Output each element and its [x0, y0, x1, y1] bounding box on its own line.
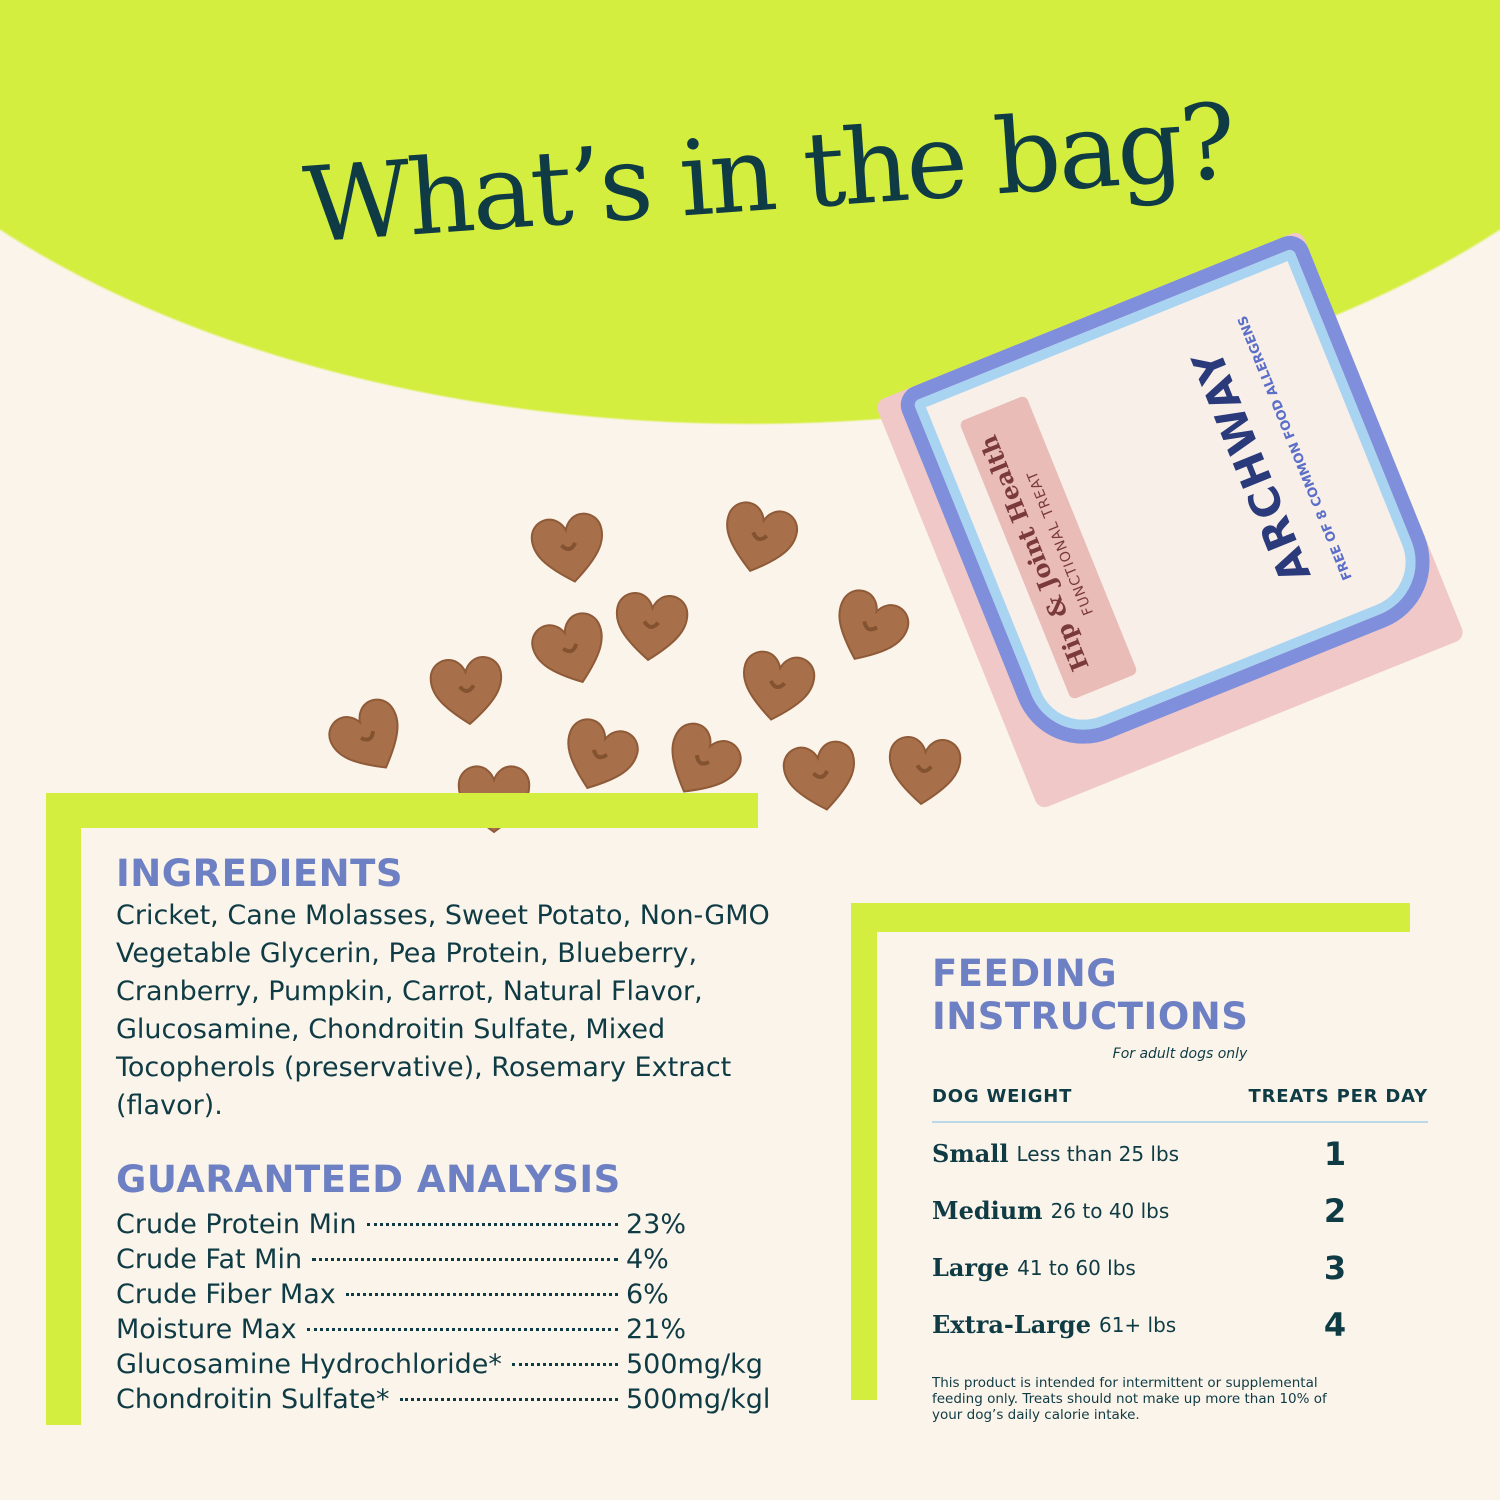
- analysis-row: Crude Fat Min 4%: [116, 1242, 776, 1277]
- dot-leader: [312, 1258, 618, 1261]
- analysis-label: Crude Fat Min: [116, 1244, 303, 1275]
- analysis-row: Moisture Max 21%: [116, 1312, 776, 1347]
- ingredients-frame-top: [46, 793, 758, 828]
- weight-range: 61+ lbs: [1098, 1312, 1177, 1337]
- analysis-value: 4%: [626, 1244, 669, 1275]
- analysis-value: 6%: [626, 1279, 669, 1310]
- analysis-label: Crude Protein Min: [116, 1209, 357, 1240]
- heart-treat: [429, 655, 503, 726]
- treats-count: 4: [1323, 1305, 1347, 1344]
- heart-treat: [838, 589, 910, 660]
- ingredients-frame-left: [46, 793, 81, 1425]
- col-treats-per-day: TREATS PER DAY: [1248, 1086, 1428, 1107]
- treats-count: 1: [1323, 1134, 1347, 1173]
- weight-range: Less than 25 lbs: [1016, 1141, 1180, 1166]
- feeding-row: Large 41 to 60 lbs 3: [932, 1239, 1428, 1296]
- feeding-frame-top: [851, 903, 1410, 932]
- size-label: Small: [932, 1139, 1009, 1168]
- feeding-row: Medium 26 to 40 lbs 2: [932, 1182, 1428, 1239]
- ingredients-text: Cricket, Cane Molasses, Sweet Potato, No…: [116, 900, 770, 1121]
- treats-count: 2: [1323, 1191, 1347, 1230]
- heart-treat: [888, 735, 962, 806]
- bag-label: Hip & Joint Health FUNCTIONAL TREAT: [958, 394, 1139, 701]
- dot-leader: [511, 1363, 618, 1366]
- analysis-row: Crude Protein Min 23%: [116, 1207, 776, 1242]
- analysis-row: Crude Fiber Max 6%: [116, 1277, 776, 1312]
- analysis-label: Moisture Max: [116, 1314, 297, 1345]
- analysis-value: 23%: [626, 1209, 687, 1240]
- analysis-row: Chondroitin Sulfate* 500mg/kgl: [116, 1382, 776, 1417]
- analysis-value: 500mg/kg: [626, 1349, 763, 1380]
- guaranteed-analysis-section: GUARANTEED ANALYSIS Crude Protein Min 23%…: [116, 1158, 796, 1417]
- ingredients-section: INGREDIENTS Cricket, Cane Molasses, Swee…: [116, 852, 796, 1125]
- heart-treat: [726, 501, 798, 573]
- weight-range: 41 to 60 lbs: [1017, 1255, 1136, 1280]
- feeding-table-header: DOG WEIGHT TREATS PER DAY: [932, 1086, 1428, 1123]
- feeding-section: FEEDING INSTRUCTIONS For adult dogs only…: [932, 952, 1428, 1423]
- feeding-note: This product is intended for intermitten…: [932, 1375, 1327, 1423]
- analysis-value: 21%: [626, 1314, 687, 1345]
- heart-treat: [531, 612, 603, 684]
- heart-treat: [328, 698, 399, 769]
- feeding-row: Small Less than 25 lbs 1: [932, 1125, 1428, 1182]
- feeding-subtitle: For adult dogs only: [1112, 1046, 1248, 1062]
- size-label: Extra-Large: [932, 1310, 1091, 1339]
- size-label: Large: [932, 1253, 1010, 1282]
- dot-leader: [306, 1328, 618, 1331]
- heart-treat: [782, 740, 856, 811]
- heart-treat: [742, 650, 816, 721]
- analysis-heading: GUARANTEED ANALYSIS: [116, 1158, 621, 1201]
- weight-range: 26 to 40 lbs: [1050, 1198, 1170, 1223]
- feeding-frame-left: [851, 903, 877, 1400]
- heart-treat: [530, 512, 604, 583]
- heart-treat: [567, 718, 639, 790]
- ingredients-heading: INGREDIENTS: [116, 852, 403, 895]
- dot-leader: [399, 1398, 618, 1401]
- treats-count: 3: [1323, 1248, 1347, 1287]
- heart-treat: [671, 722, 742, 793]
- dot-leader: [366, 1223, 618, 1226]
- dot-leader: [345, 1293, 618, 1296]
- analysis-label: Chondroitin Sulfate*: [116, 1384, 390, 1415]
- analysis-label: Glucosamine Hydrochloride*: [116, 1349, 502, 1380]
- analysis-value: 500mg/kgl: [626, 1384, 771, 1415]
- size-label: Medium: [932, 1196, 1043, 1225]
- col-dog-weight: DOG WEIGHT: [932, 1086, 1073, 1107]
- analysis-row: Glucosamine Hydrochloride* 500mg/kg: [116, 1347, 776, 1382]
- analysis-label: Crude Fiber Max: [116, 1279, 336, 1310]
- feeding-row: Extra-Large 61+ lbs 4: [932, 1296, 1428, 1353]
- feeding-heading: FEEDING INSTRUCTIONS: [932, 952, 1249, 1038]
- heart-treat: [615, 591, 689, 662]
